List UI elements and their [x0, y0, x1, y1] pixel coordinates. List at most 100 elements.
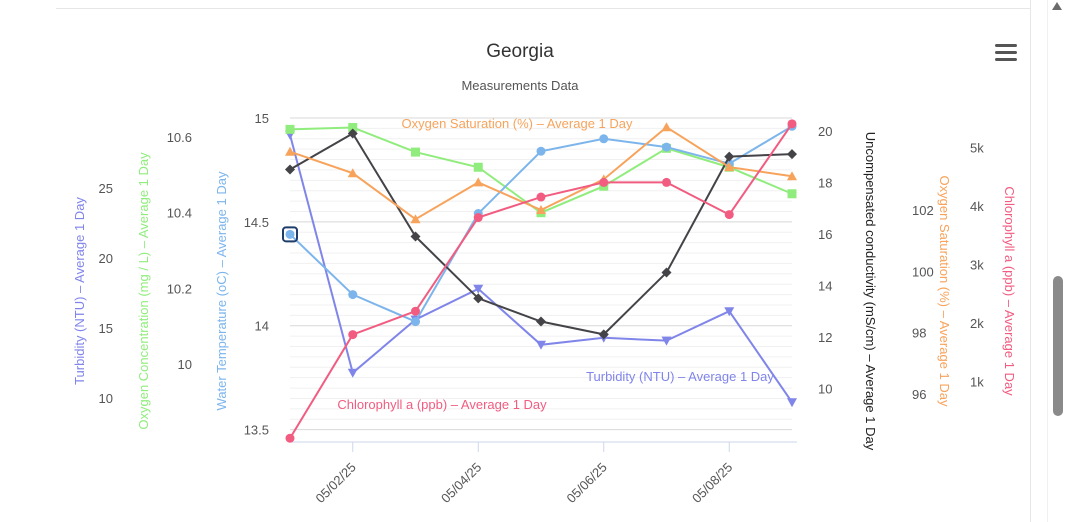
x-tick-label: 05/08/25: [689, 460, 735, 506]
data-point-chl[interactable]: [348, 330, 358, 340]
series-line-chl: [289, 123, 793, 439]
data-point-temp[interactable]: [285, 229, 295, 239]
series-line-turb: [289, 134, 793, 403]
chart-subtitle: Measurements Data: [461, 78, 579, 93]
data-point-temp[interactable]: [662, 142, 671, 152]
data-point-chl[interactable]: [285, 433, 295, 443]
series-temp: [285, 121, 797, 327]
data-point-temp[interactable]: [536, 146, 546, 156]
y-tick-label-sat: 102: [912, 203, 934, 218]
series-annotation-label: Oxygen Saturation (%) – Average 1 Day: [402, 116, 633, 131]
data-point-chl[interactable]: [662, 177, 671, 187]
y-tick-label-chl: 3k: [970, 257, 984, 272]
data-point-sat[interactable]: [410, 214, 421, 224]
data-point-chl[interactable]: [411, 306, 420, 316]
data-point-sat[interactable]: [473, 177, 484, 187]
y-tick-label-sat: 98: [912, 326, 926, 341]
series-layer: [282, 119, 797, 443]
chart-svg: Georgia Measurements Data 05/02/25 05/04/…: [72, 41, 1017, 506]
y-tick-label-chl: 5k: [970, 140, 984, 155]
data-point-temp[interactable]: [599, 134, 609, 144]
data-point-temp[interactable]: [348, 290, 358, 300]
series-labels: Oxygen Saturation (%) – Average 1 Day Tur…: [337, 116, 774, 412]
data-point-cond[interactable]: [285, 164, 295, 175]
axis-title-turb: Turbidity (NTU) – Average 1 Day: [72, 197, 87, 385]
series-sat: [285, 122, 797, 224]
y-tick-label-oxy: 10.6: [167, 130, 192, 145]
data-point-sat[interactable]: [724, 162, 735, 172]
y-tick-label-temp: 14.5: [244, 215, 269, 230]
series-turb: [285, 130, 797, 408]
data-point-oxy[interactable]: [411, 147, 420, 157]
data-point-oxy[interactable]: [285, 124, 295, 134]
data-point-chl[interactable]: [724, 210, 734, 220]
data-point-cond[interactable]: [661, 267, 672, 278]
y-tick-label-chl: 2k: [970, 316, 984, 331]
x-tick-label: 05/02/25: [312, 460, 358, 506]
y-tick-label-temp: 15: [255, 111, 269, 126]
data-point-cond[interactable]: [724, 151, 735, 162]
data-point-cond[interactable]: [410, 231, 421, 242]
y-tick-label-temp: 14: [255, 319, 269, 334]
data-point-chl[interactable]: [473, 213, 483, 223]
data-point-cond[interactable]: [787, 149, 797, 160]
data-point-sat[interactable]: [787, 171, 797, 181]
axis-title-temp: Water Temperature (oC) – Average 1 Day: [214, 171, 229, 410]
menu-bar-icon: [995, 58, 1017, 61]
top-divider: [56, 8, 1030, 9]
axis-title-chl: Chlorophyll a (ppb) – Average 1 Day: [1002, 186, 1017, 396]
data-point-cond[interactable]: [598, 329, 609, 340]
right-divider: [1030, 0, 1031, 522]
y-tick-label-cond: 18: [818, 175, 832, 190]
data-point-sat[interactable]: [347, 168, 358, 178]
data-point-oxy[interactable]: [787, 189, 797, 199]
x-tick-label: 05/04/25: [438, 460, 484, 506]
y-tick-label-sat: 100: [912, 264, 934, 279]
y-tick-label-turb: 15: [99, 321, 113, 336]
scroll-up-arrow-icon[interactable]: [1052, 2, 1062, 10]
axis-title-sat: Oxygen Saturation (%) – Average 1 Day: [937, 176, 952, 407]
y-tick-label-cond: 16: [818, 227, 832, 242]
hovered-point-halo[interactable]: [282, 226, 298, 243]
data-point-cond[interactable]: [347, 128, 358, 139]
y-tick-label-oxy: 10: [178, 357, 192, 372]
menu-bar-icon: [995, 51, 1017, 54]
data-point-turb[interactable]: [787, 398, 797, 408]
data-point-turb[interactable]: [347, 368, 358, 378]
y-tick-label-cond: 12: [818, 330, 832, 345]
data-point-oxy[interactable]: [348, 122, 358, 132]
y-tick-label-sat: 96: [912, 387, 926, 402]
vertical-scrollbar[interactable]: [1047, 0, 1066, 522]
series-chl: [285, 119, 797, 443]
data-point-sat[interactable]: [661, 122, 672, 132]
series-cond: [285, 128, 797, 340]
y-tick-label-cond: 20: [818, 124, 832, 139]
y-tick-label-turb: 10: [99, 391, 113, 406]
data-point-turb[interactable]: [661, 336, 672, 346]
y-tick-label-cond: 10: [818, 381, 832, 396]
series-annotation-label: Chlorophyll a (ppb) – Average 1 Day: [337, 397, 547, 412]
y-tick-label-oxy: 10.2: [167, 281, 192, 296]
y-tick-label-turb: 20: [99, 251, 113, 266]
data-point-turb[interactable]: [724, 307, 735, 317]
data-point-turb[interactable]: [473, 284, 484, 294]
data-point-temp[interactable]: [411, 317, 420, 327]
data-point-cond[interactable]: [473, 293, 484, 304]
y-tick-label-chl: 4k: [970, 199, 984, 214]
menu-bar-icon: [995, 44, 1017, 47]
data-point-chl[interactable]: [536, 192, 546, 202]
scroll-thumb[interactable]: [1053, 276, 1063, 416]
y-tick-label-oxy: 10.4: [167, 206, 192, 221]
chart-menu-button[interactable]: [995, 44, 1017, 64]
data-point-chl[interactable]: [787, 119, 797, 129]
data-point-sat[interactable]: [536, 205, 546, 214]
data-point-chl[interactable]: [599, 177, 609, 187]
series-annotation-label: Turbidity (NTU) – Average 1 Day: [586, 369, 774, 384]
data-point-sat[interactable]: [285, 146, 295, 156]
axis-title-oxy: Oxygen Concentration (mg / L) – Average …: [136, 152, 151, 430]
data-point-cond[interactable]: [536, 316, 546, 327]
data-point-oxy[interactable]: [473, 162, 483, 172]
data-point-turb[interactable]: [536, 340, 546, 350]
y-tick-label-cond: 14: [818, 278, 832, 293]
x-tick-label: 05/06/25: [563, 460, 609, 506]
